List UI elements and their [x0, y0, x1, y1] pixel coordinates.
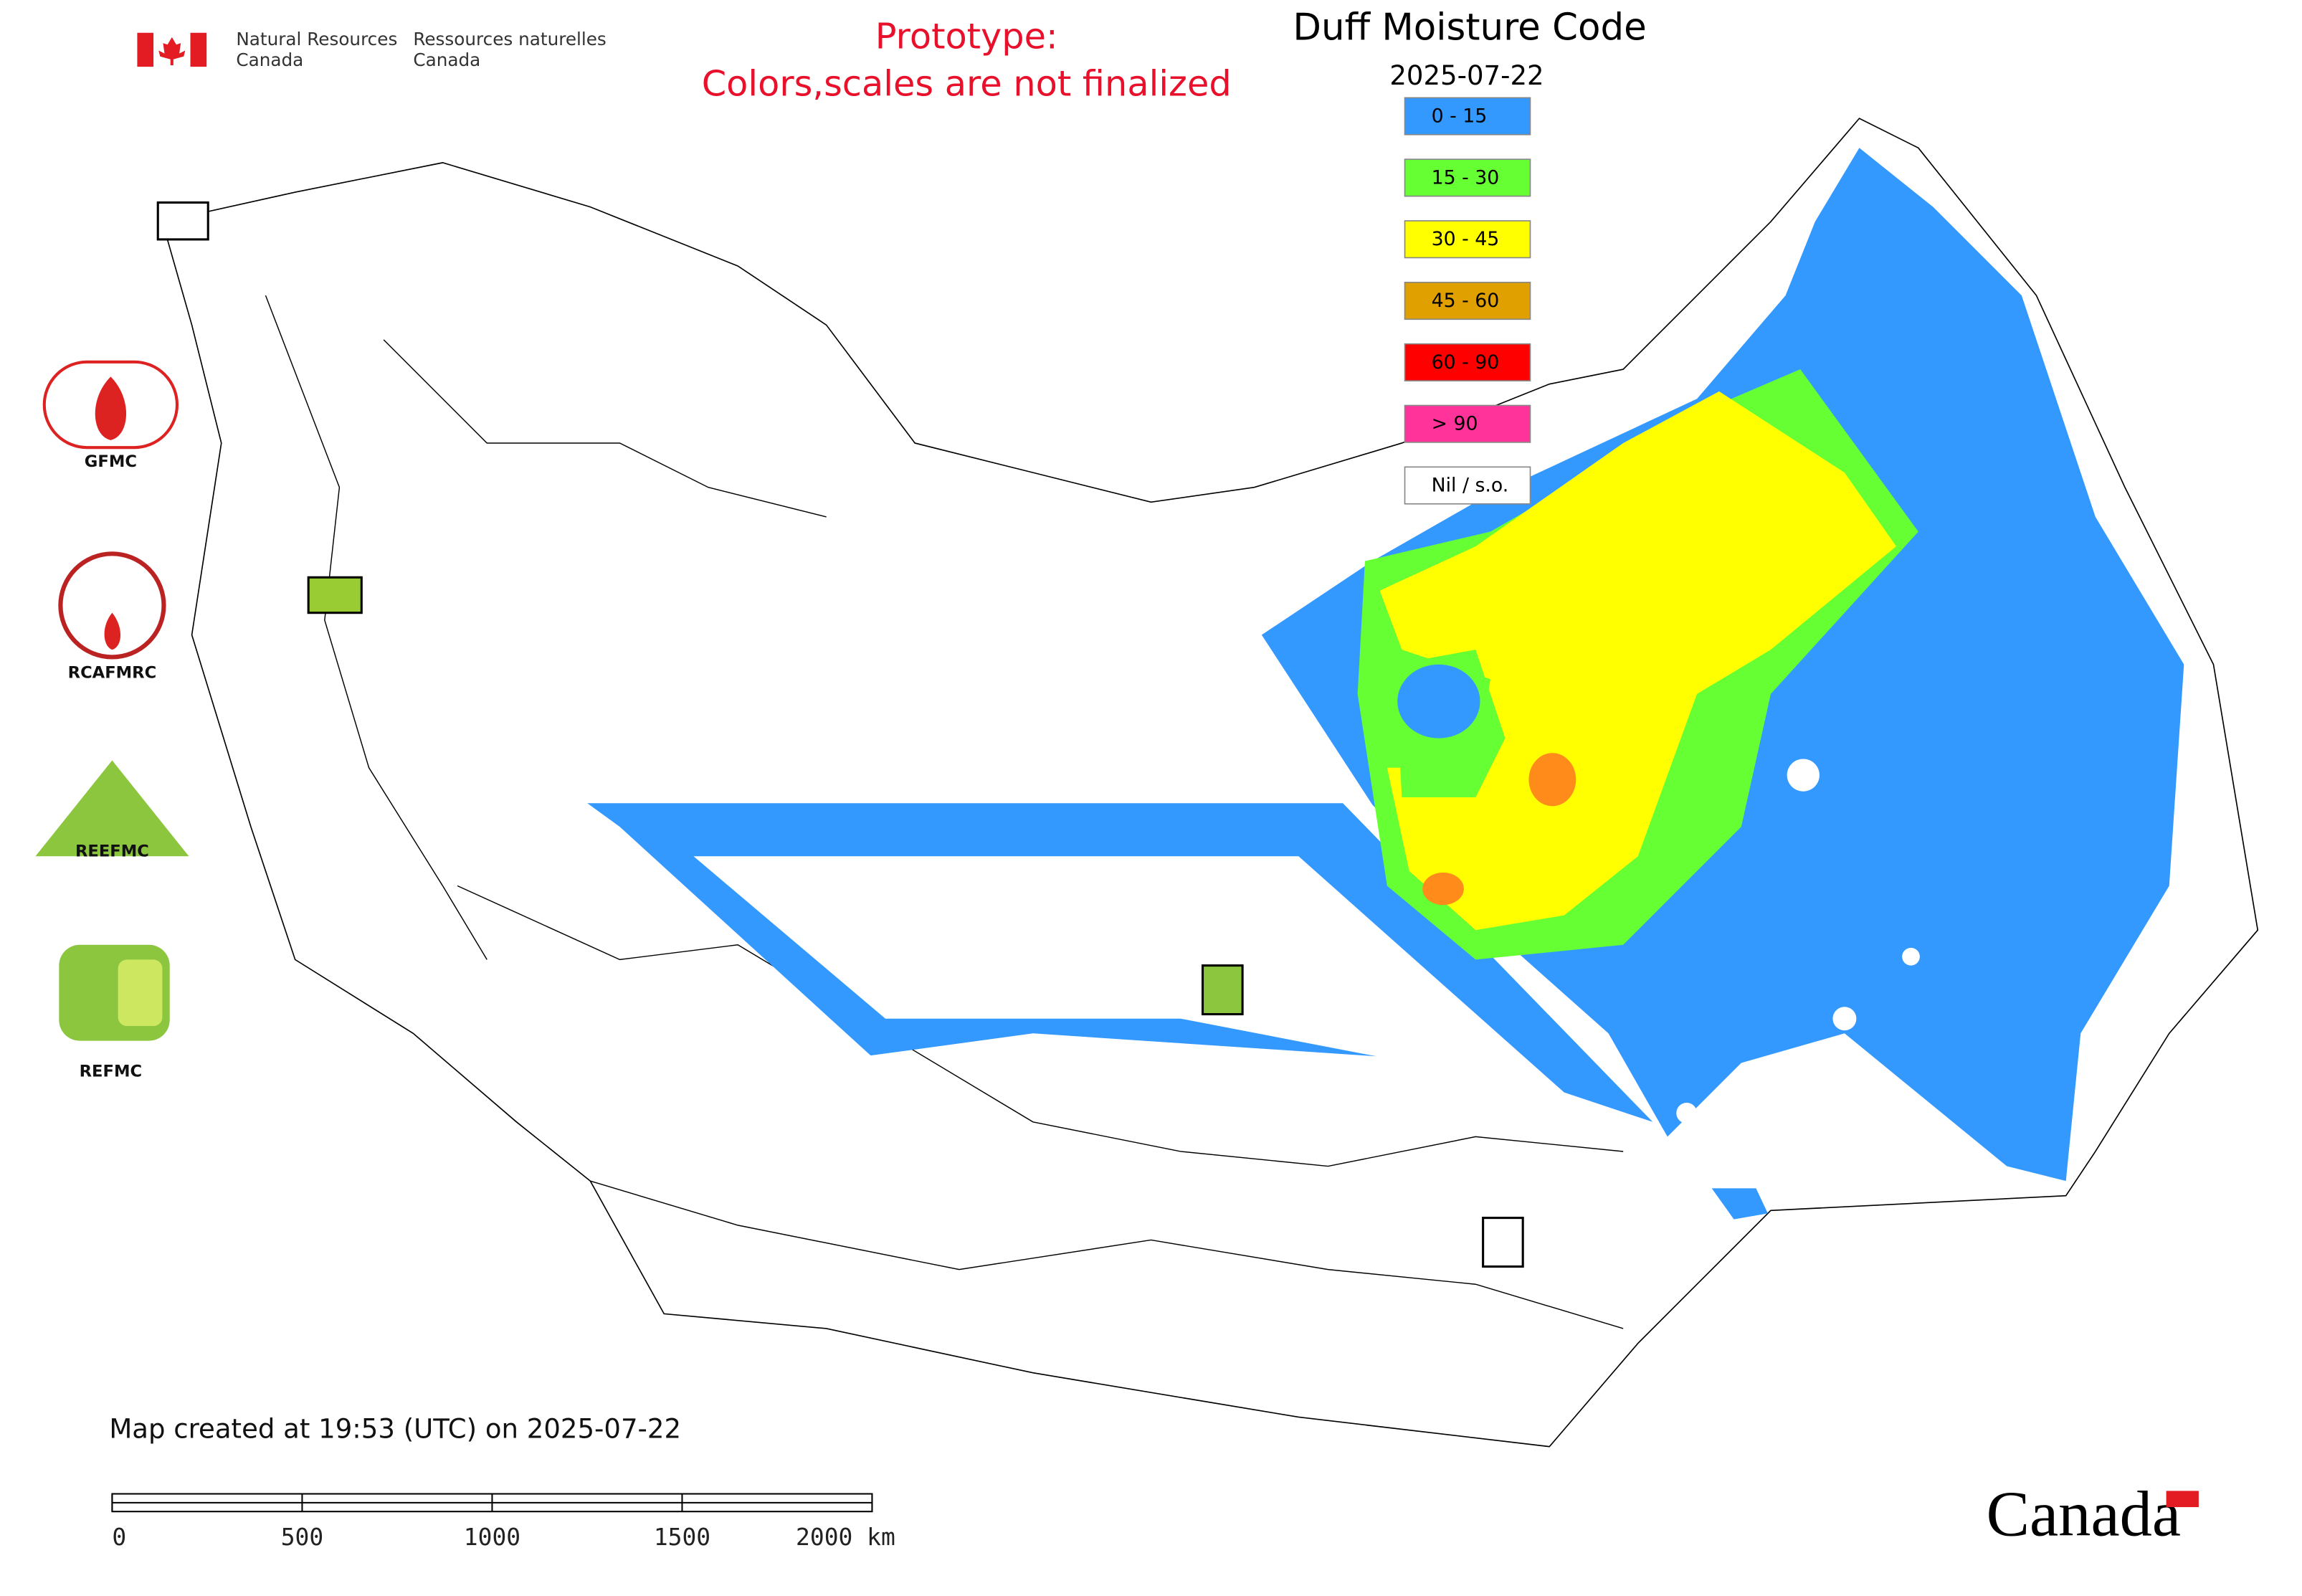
border: [265, 295, 487, 960]
logo-refmc-inner: [118, 959, 163, 1027]
legend-label: > 90: [1432, 413, 1478, 435]
scale-bar: 0 500 1000 1500 2000 km: [111, 1493, 895, 1551]
legend-label: 60 - 90: [1432, 351, 1500, 374]
border: [383, 339, 827, 518]
map-title: Duff Moisture Code: [1293, 6, 1646, 49]
flag-leaf: [158, 37, 186, 66]
logo-label: REFMC: [80, 1062, 142, 1080]
legend-label: 45 - 60: [1432, 290, 1500, 312]
legend: 0 - 15 15 - 30 30 - 45 45 - 60 60 - 90 > 90 Ni…: [1404, 97, 1531, 505]
dmc-low: [1711, 1188, 1768, 1220]
dmc-low: [1397, 664, 1480, 738]
agency-en: Natural Resources: [236, 29, 397, 49]
notice: Prototype:: [875, 15, 1058, 57]
border: [590, 1180, 1624, 1329]
logo-marker: [156, 201, 209, 241]
flag-left: [137, 32, 154, 67]
legend-swatch: [1404, 281, 1531, 320]
agency-fr: Ressources naturelles: [413, 29, 606, 49]
logo-label: RCAFMRC: [68, 664, 157, 683]
map-date: 2025-07-22: [1389, 60, 1544, 91]
logo-label: REEFMC: [75, 842, 149, 861]
agency-en: Canada: [236, 49, 303, 70]
agency-fr: Canada: [413, 49, 480, 70]
legend-label: 0 - 15: [1432, 105, 1488, 128]
canada-wordmark: Canada: [1987, 1477, 2182, 1549]
scale-label: 1000: [464, 1523, 520, 1551]
legend-swatch: [1404, 466, 1531, 505]
scale-label: 500: [281, 1523, 323, 1551]
logo-reefmc: [35, 760, 189, 857]
notice: Colors,scales are not finalized: [702, 62, 1232, 104]
legend-label: Nil / s.o.: [1432, 475, 1509, 497]
dmc-very-high: [1422, 872, 1464, 906]
created-note: Map created at 19:53 (UTC) on 2025-07-22: [109, 1413, 681, 1444]
lake: [1902, 947, 1920, 966]
logo-rcafmrc: [58, 551, 166, 660]
logo-flame: [104, 612, 121, 650]
legend-label: 15 - 30: [1432, 166, 1500, 189]
scale-label: 2000 km: [796, 1523, 895, 1551]
border: [457, 885, 1624, 1167]
wordmark-flag: [2166, 1491, 2199, 1508]
legend-swatch: [1404, 220, 1531, 259]
streak-gap: [693, 856, 1564, 1093]
flag-right: [190, 32, 207, 67]
legend-swatch: [1404, 97, 1531, 136]
legend-swatch: [1404, 158, 1531, 197]
logo-flame: [95, 376, 127, 440]
logo-marker: [1482, 1217, 1524, 1268]
legend-label: 30 - 45: [1432, 228, 1500, 250]
lake: [1832, 1007, 1857, 1031]
scale-label: 1500: [654, 1523, 710, 1551]
scale-label: 0: [112, 1523, 126, 1551]
lake: [1676, 1103, 1698, 1124]
logo-marker: [307, 576, 363, 614]
dmc-mid: [1379, 391, 1896, 931]
legend-swatch: [1404, 404, 1531, 443]
legend-swatch: [1404, 343, 1531, 381]
logo-marker: [1201, 964, 1244, 1016]
dmc-very-high: [1528, 753, 1576, 807]
lake: [1787, 759, 1820, 792]
logo-label: GFMC: [85, 452, 137, 471]
